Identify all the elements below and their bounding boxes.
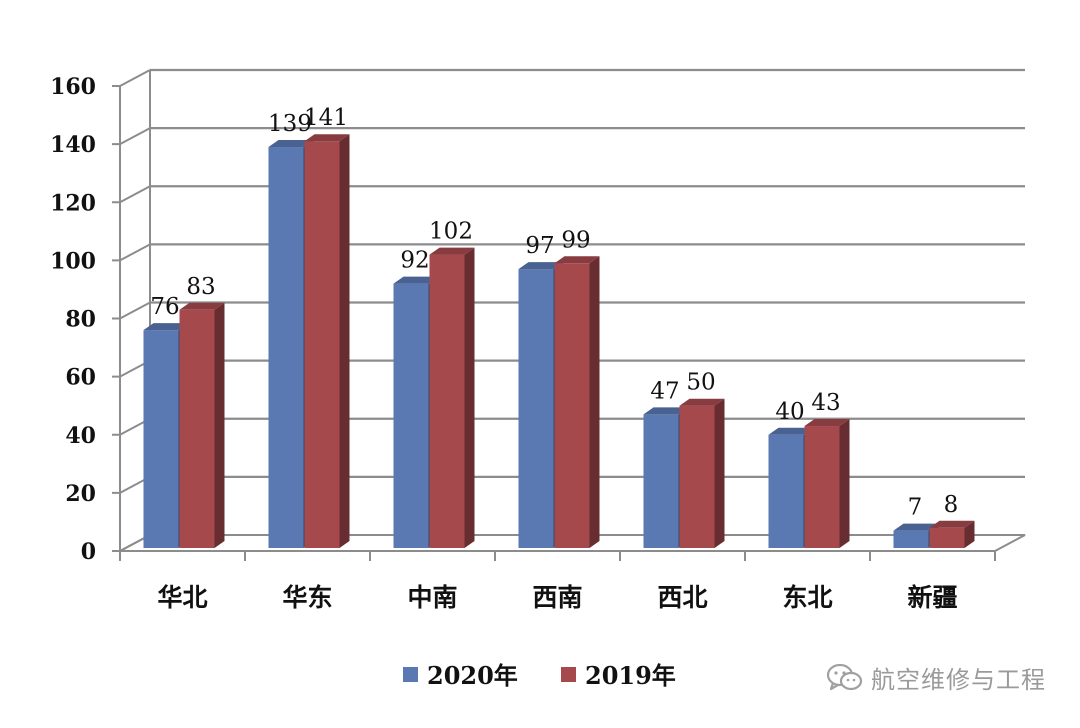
data-label: 97 — [525, 233, 554, 259]
bar-top — [804, 419, 850, 427]
bars — [143, 134, 975, 548]
bar — [804, 426, 840, 548]
legend-swatch — [561, 667, 576, 682]
y-tick-label: 0 — [81, 539, 96, 565]
legend: 2020年 2019年 — [403, 661, 676, 690]
legend-label: 2020年 — [427, 661, 518, 690]
grid-diagonal — [119, 185, 151, 204]
data-label: 7 — [908, 495, 923, 521]
bar-top — [643, 407, 689, 415]
bar — [429, 254, 465, 548]
bar-side — [464, 247, 475, 548]
bar-top — [518, 262, 564, 270]
chart-floor — [119, 534, 1026, 552]
bar-top — [143, 323, 189, 331]
y-tick-label: 20 — [65, 481, 96, 507]
bar — [929, 527, 965, 548]
bar-top — [304, 134, 350, 142]
x-category-label: 西南 — [532, 583, 582, 612]
bar — [304, 141, 340, 548]
bar-top — [179, 302, 225, 310]
grid-diagonal — [119, 243, 151, 262]
data-label: 43 — [811, 390, 840, 416]
x-category-label: 新疆 — [907, 583, 957, 612]
bar — [268, 147, 304, 548]
bar-top — [268, 140, 314, 148]
data-label: 83 — [186, 274, 215, 300]
bar — [893, 530, 929, 548]
bar — [679, 405, 715, 548]
data-label: 141 — [304, 105, 348, 131]
watermark-text: 航空维修与工程 — [871, 666, 1046, 694]
data-label: 139 — [268, 111, 312, 137]
bar-top — [929, 520, 975, 528]
x-category-label: 中南 — [407, 583, 457, 612]
grid-diagonal — [119, 301, 151, 320]
x-category-label: 华东 — [282, 583, 332, 612]
y-tick-label: 160 — [50, 74, 96, 100]
bar — [554, 263, 590, 548]
bar-top — [554, 256, 600, 264]
watermark: 航空维修与工程 — [825, 660, 1046, 695]
bar — [518, 269, 554, 548]
bar-side — [589, 256, 600, 548]
bar-top — [393, 276, 439, 284]
bar-top — [893, 523, 939, 531]
y-tick-label: 120 — [50, 190, 96, 216]
bar-top — [768, 427, 814, 435]
y-tick-label: 60 — [65, 365, 96, 391]
bar — [393, 283, 429, 548]
data-label: 99 — [561, 227, 590, 253]
y-tick-label: 80 — [65, 307, 96, 333]
data-label: 50 — [686, 370, 715, 396]
bar-side — [839, 419, 850, 548]
grid-diagonal — [119, 127, 151, 146]
data-label: 40 — [775, 399, 804, 425]
bar-side — [964, 520, 975, 548]
y-tick-label: 100 — [50, 248, 96, 274]
bar — [643, 414, 679, 548]
x-category-label: 西北 — [657, 583, 707, 612]
bar — [179, 309, 215, 548]
data-label: 92 — [400, 248, 429, 274]
data-label: 76 — [150, 294, 179, 320]
data-label: 102 — [429, 219, 473, 245]
bar-top — [679, 398, 725, 406]
y-tick-label: 40 — [65, 423, 96, 449]
y-tick-label: 140 — [50, 132, 96, 158]
bar-side — [339, 134, 350, 548]
wechat-icon — [826, 663, 863, 690]
bar-side — [214, 302, 225, 548]
axes: 0 20 40 60 80 100 120 140 160 华北 华东 中南 西南 西北 东北 新疆 — [50, 70, 996, 612]
bar — [143, 330, 179, 548]
bar — [768, 434, 804, 548]
legend-label: 2019年 — [585, 661, 676, 690]
data-label: 47 — [650, 378, 679, 404]
bar-side — [714, 398, 725, 548]
grid-diagonal — [119, 69, 151, 87]
x-category-label: 华北 — [157, 583, 207, 612]
legend-swatch — [403, 667, 418, 682]
bar-top — [429, 247, 475, 255]
data-label: 8 — [944, 492, 959, 518]
x-category-label: 东北 — [782, 583, 832, 612]
